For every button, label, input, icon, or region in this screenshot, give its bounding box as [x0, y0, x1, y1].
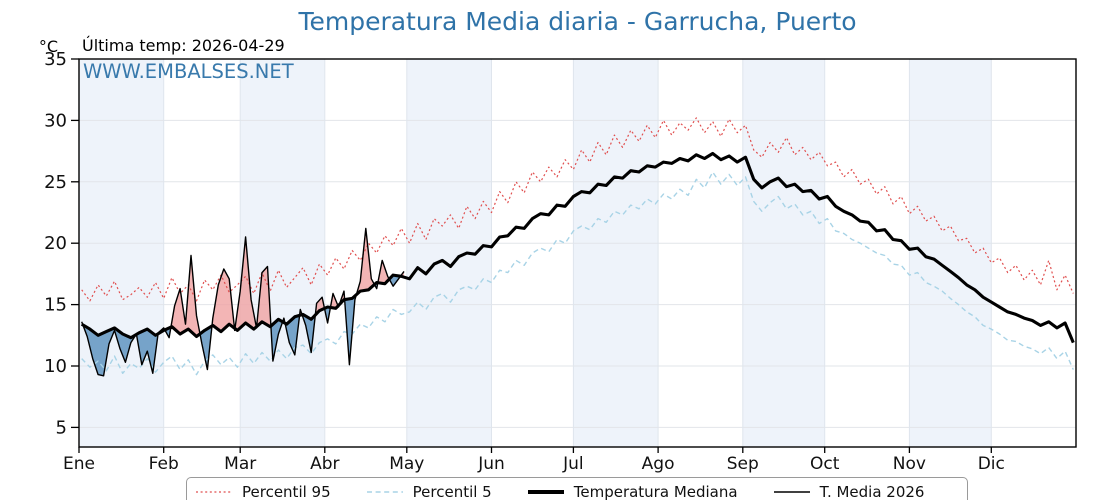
percentil-5-line: [81, 171, 1074, 376]
y-tick-label: 10: [44, 356, 67, 377]
fill-above-median: [81, 228, 404, 337]
t-media-2026-line-sample: [773, 491, 810, 493]
watermark-embalses: WWW.EMBALSES.NET: [83, 60, 294, 83]
page-title: Temperatura Media diaria - Garrucha, Pue…: [298, 7, 857, 36]
month-band: [742, 59, 825, 447]
legend-label-percentil-95: Percentil 95: [242, 483, 331, 500]
y-tick-label: 15: [44, 295, 67, 316]
t-media-2026-line: [81, 227, 405, 377]
x-tick-label: May: [389, 454, 424, 474]
y-tick-label: 35: [44, 49, 67, 70]
month-band: [573, 59, 659, 447]
x-tick-label: Jul: [562, 454, 584, 474]
month-band: [406, 59, 492, 447]
x-tick-label: Mar: [224, 454, 256, 474]
month-band: [240, 59, 325, 447]
legend-item-mediana: Temperatura Mediana: [527, 483, 738, 500]
legend-item-percentil-95: Percentil 95: [195, 483, 331, 500]
x-tick-label: Jun: [477, 454, 505, 474]
legend-item-t-media-2026: T. Media 2026: [773, 483, 925, 500]
percentil-5-line-sample: [366, 491, 403, 493]
x-tick-label: Sep: [727, 454, 759, 474]
y-tick-label: 25: [44, 172, 67, 193]
plot-frame: [78, 58, 1077, 448]
mediana-line-sample: [527, 490, 564, 494]
y-axis-unit-label: °C: [38, 37, 58, 56]
temperatura-mediana-line: [80, 151, 1075, 344]
legend-label-percentil-5: Percentil 5: [412, 483, 492, 500]
x-tick-label: Ago: [642, 454, 675, 474]
x-tick-label: Ene: [63, 454, 95, 474]
x-tick-label: Nov: [893, 454, 926, 474]
y-tick-label: 30: [44, 110, 67, 131]
x-tick-label: Oct: [810, 454, 840, 474]
percentil-95-line-sample: [196, 491, 232, 493]
month-band: [79, 59, 164, 447]
legend-label-t-media-2026: T. Media 2026: [819, 483, 925, 500]
last-temp-subtitle: Última temp: 2026-04-29: [82, 36, 285, 55]
legend: Percentil 95 Percentil 5 Temperatura Med…: [186, 477, 968, 500]
x-tick-label: Abr: [310, 454, 339, 474]
y-tick-label: 20: [44, 233, 67, 254]
x-tick-label: Feb: [149, 454, 179, 474]
legend-item-percentil-5: Percentil 5: [366, 483, 492, 500]
x-tick-label: Dic: [978, 454, 1005, 474]
y-tick-label: 5: [56, 417, 67, 438]
percentil-95-line: [81, 117, 1074, 302]
legend-label-mediana: Temperatura Mediana: [573, 483, 738, 500]
